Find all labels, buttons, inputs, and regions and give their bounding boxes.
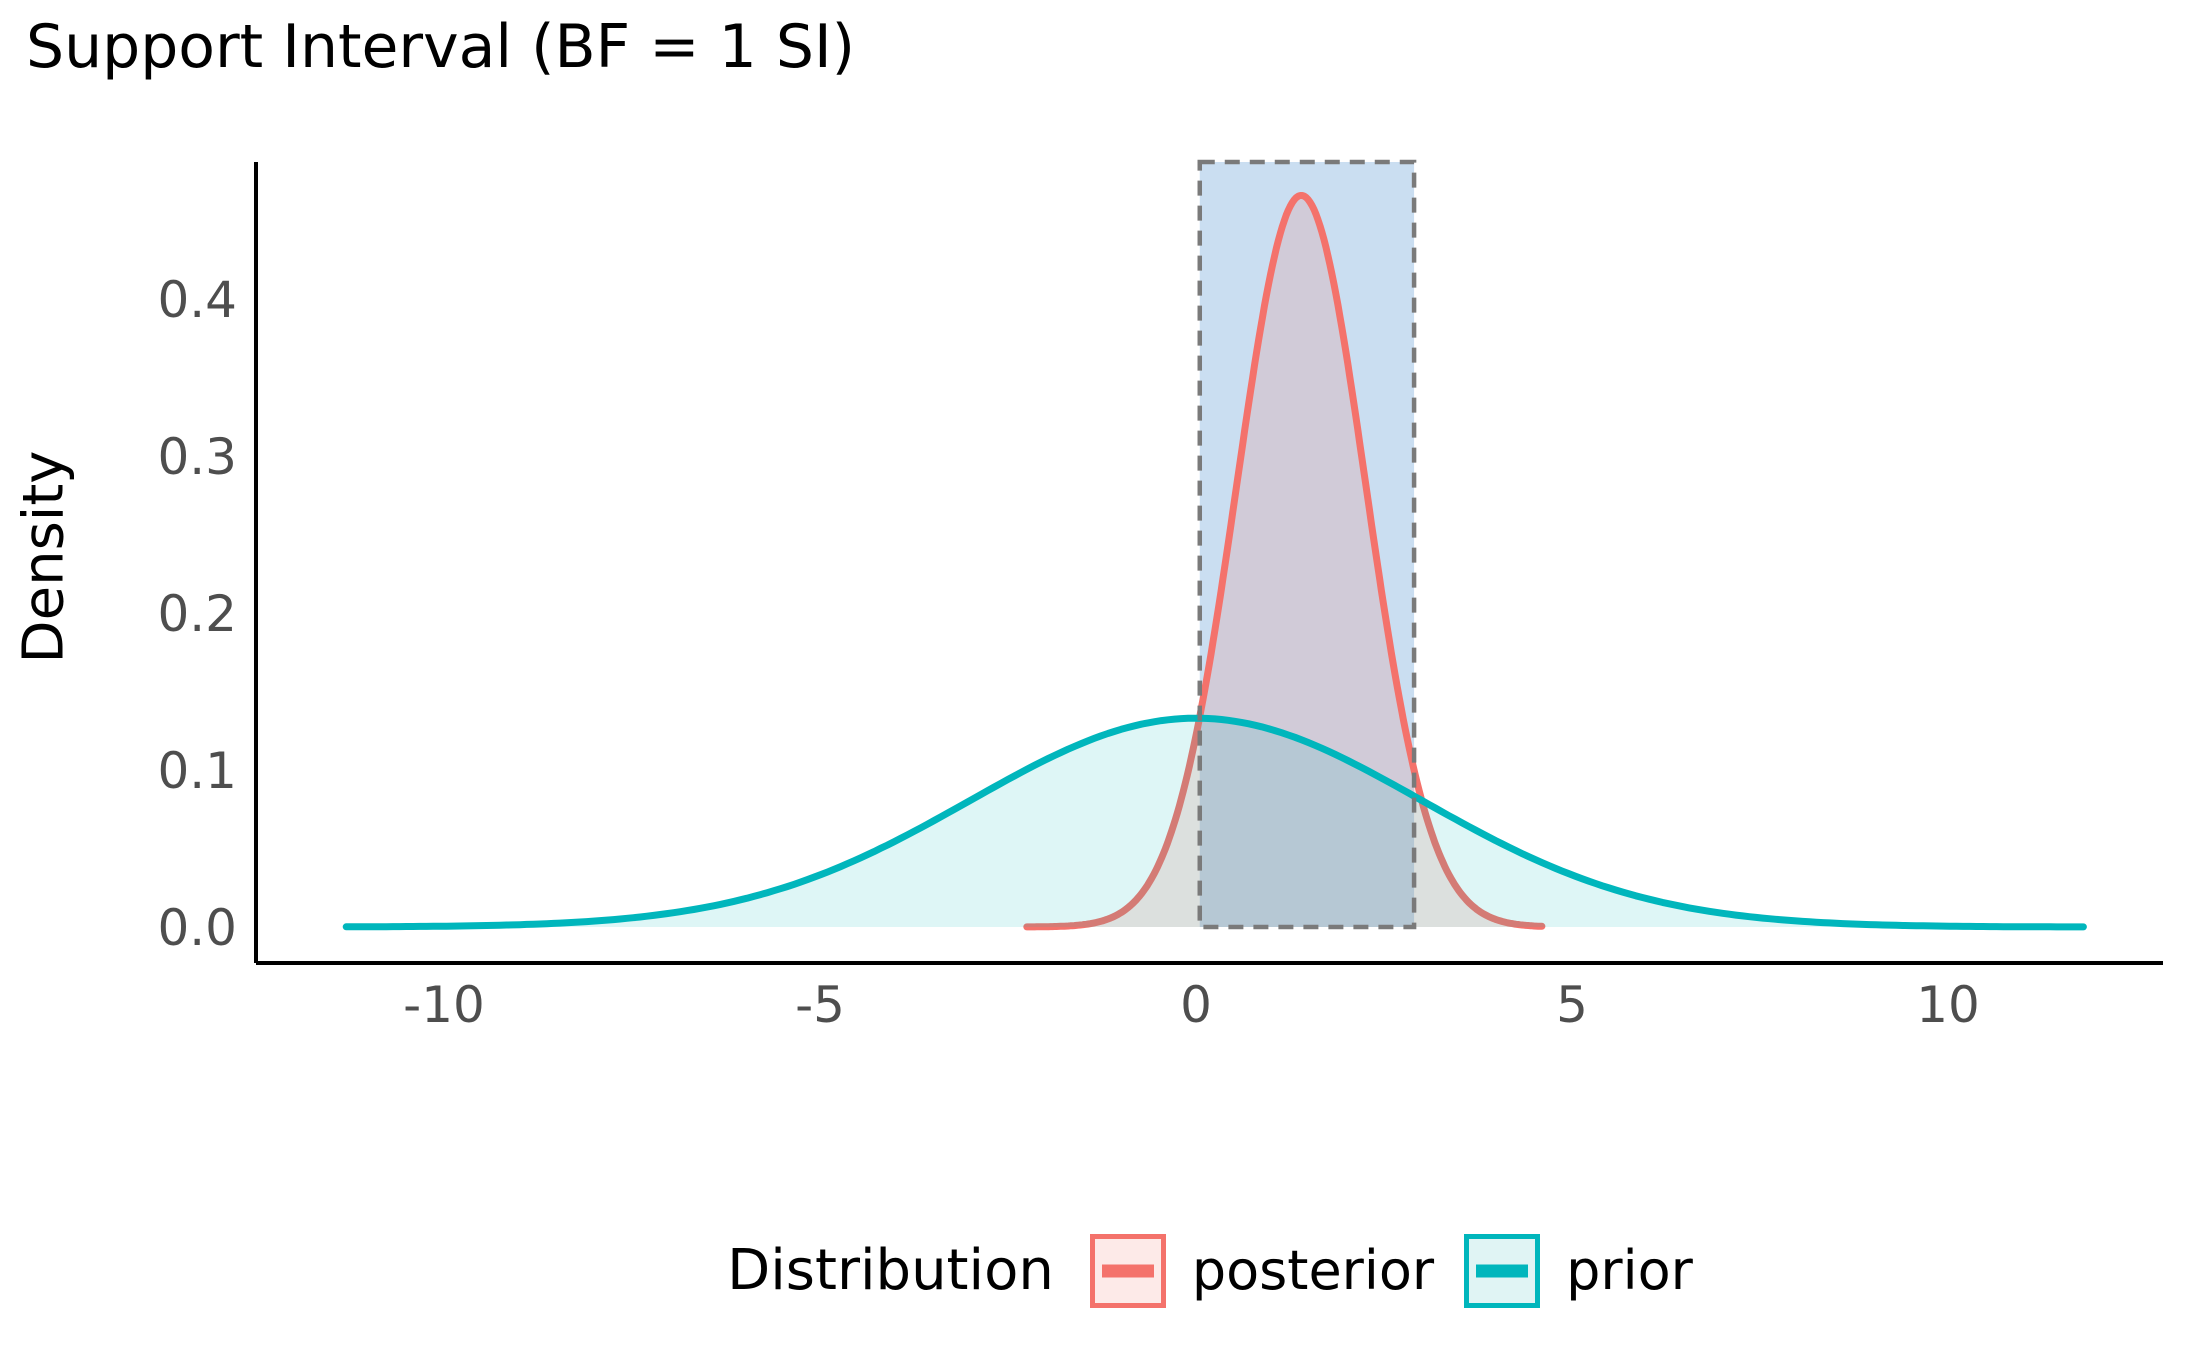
chart-title: Support Interval (BF = 1 SI)	[26, 12, 856, 82]
x-tick-label: 10	[1916, 976, 1980, 1034]
posterior-density-area	[1026, 195, 1542, 927]
legend-title: Distribution	[727, 1238, 1054, 1303]
prior-key-swatch	[1464, 1233, 1541, 1308]
x-tick-label: 5	[1556, 976, 1588, 1034]
posterior-key-swatch	[1089, 1233, 1166, 1308]
y-tick-label: 0.0	[157, 899, 237, 957]
x-tick-label: -5	[795, 976, 845, 1034]
legend-item-posterior: posterior	[1089, 1233, 1435, 1308]
prior-density-area	[346, 718, 2084, 927]
legend-item-prior: prior	[1464, 1233, 1693, 1308]
legend-item-label: posterior	[1191, 1239, 1435, 1302]
legend-item-label: prior	[1566, 1239, 1693, 1302]
x-tick-label: -10	[403, 976, 485, 1034]
y-tick-label: 0.3	[157, 428, 237, 486]
prior-key-line-icon	[1476, 1264, 1529, 1277]
y-tick-label: 0.4	[157, 271, 237, 329]
posterior-key-line-icon	[1101, 1264, 1154, 1277]
posterior-density-curve	[1023, 192, 1546, 931]
prior-density-curve	[342, 714, 2087, 931]
y-tick-label: 0.2	[157, 585, 237, 643]
legend: Distribution posterior prior	[257, 1213, 2163, 1328]
support-interval-border	[1197, 159, 1417, 930]
y-tick-label: 0.1	[157, 742, 237, 800]
support-interval-region	[1199, 162, 1415, 927]
x-tick-label: 0	[1180, 976, 1212, 1034]
